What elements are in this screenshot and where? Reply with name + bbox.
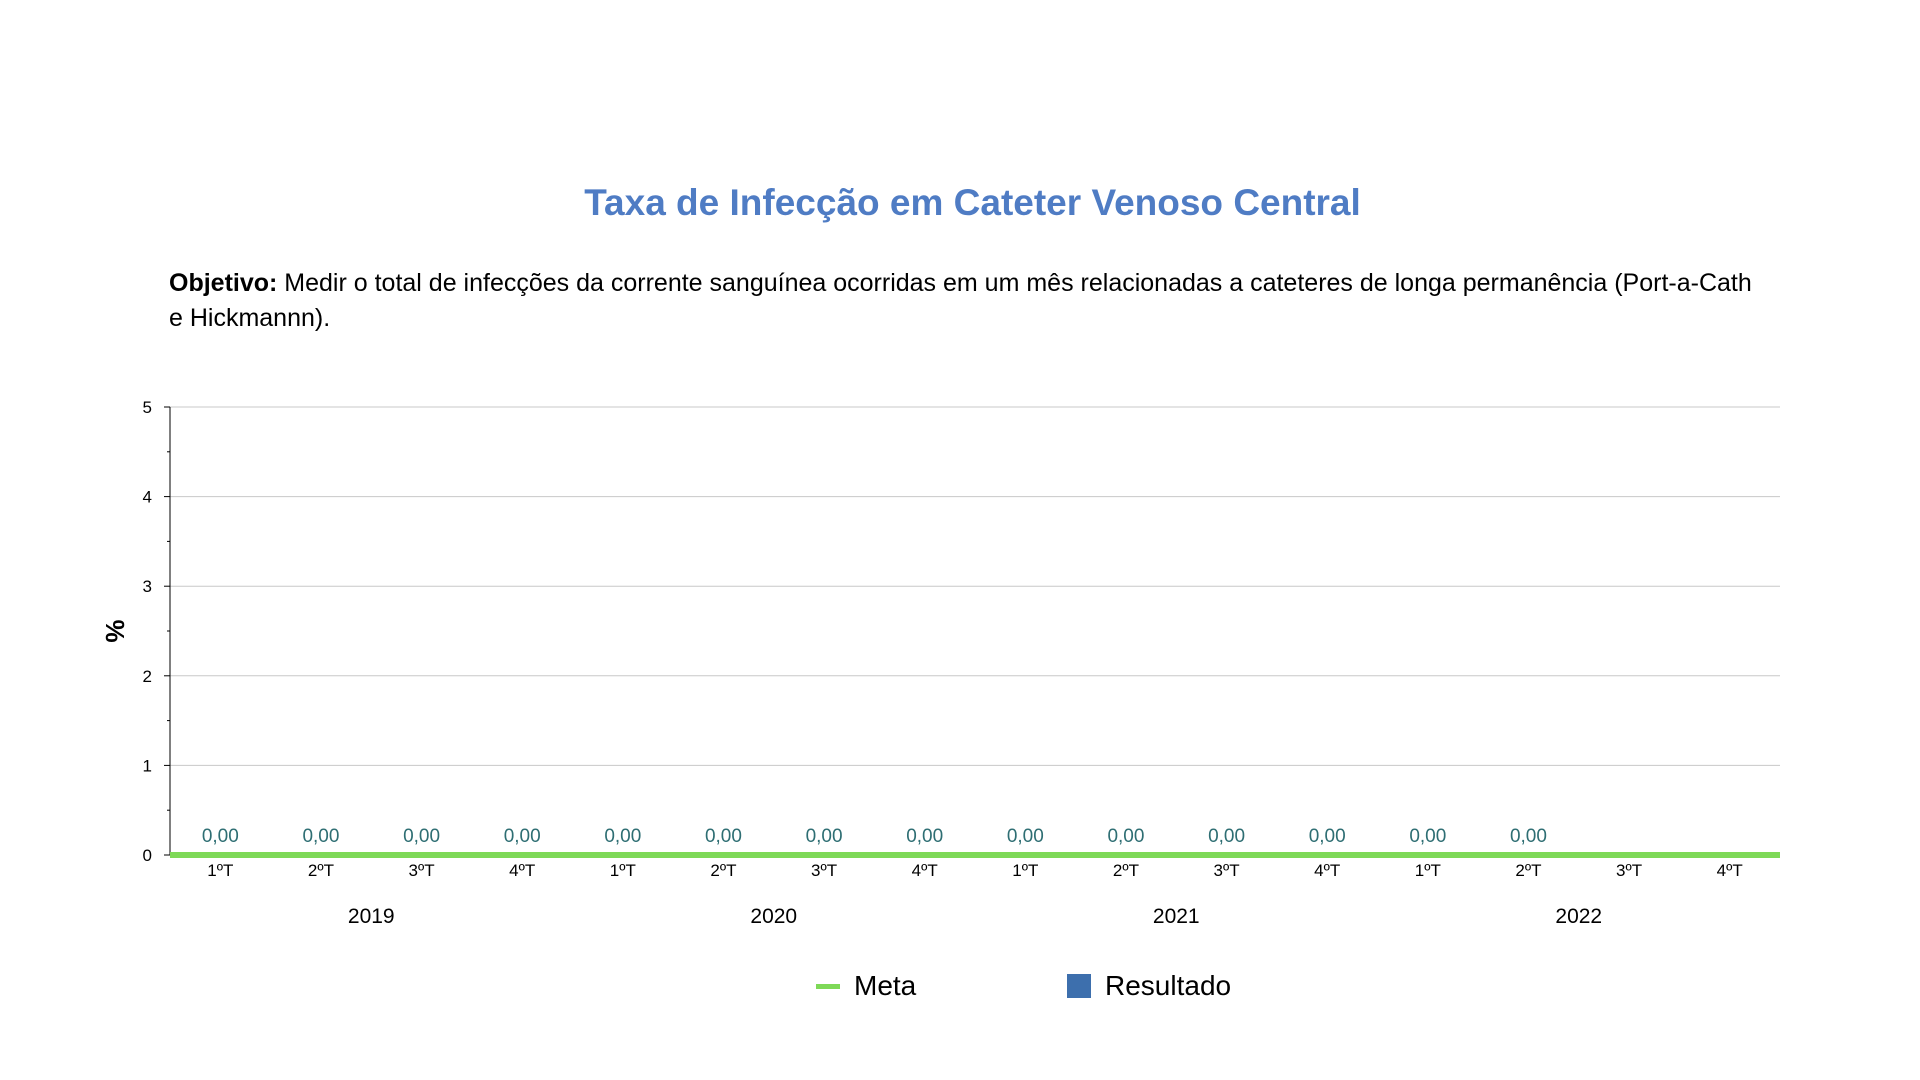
data-label: 0,00 [1409, 826, 1446, 847]
data-label: 0,00 [403, 826, 440, 847]
data-label: 0,00 [604, 826, 641, 847]
y-tick-label: 0 [143, 846, 152, 865]
data-label: 0,00 [1107, 826, 1144, 847]
x-group-label: 2019 [348, 905, 395, 928]
data-label: 0,00 [1309, 826, 1346, 847]
y-tick-label: 5 [143, 398, 152, 417]
x-tick-label: 3ºT [1214, 861, 1240, 880]
x-tick-label: 1ºT [1012, 861, 1038, 880]
data-label: 0,00 [1007, 826, 1044, 847]
x-tick-label: 3ºT [1616, 861, 1642, 880]
y-tick-label: 4 [143, 488, 152, 507]
data-label: 0,00 [302, 826, 339, 847]
x-tick-label: 3ºT [811, 861, 837, 880]
objective-label: Objetivo: [169, 269, 278, 297]
legend-resultado-label: Resultado [1105, 970, 1232, 1001]
chart-legend: Meta Resultado [0, 970, 1920, 1010]
x-group-label: 2022 [1555, 905, 1602, 928]
data-label: 0,00 [806, 826, 843, 847]
x-tick-label: 4ºT [1717, 861, 1743, 880]
legend-meta-label: Meta [854, 970, 917, 1001]
x-group-label: 2021 [1153, 905, 1200, 928]
data-label: 0,00 [504, 826, 541, 847]
chart-title: Taxa de Infecção em Cateter Venoso Centr… [584, 182, 1361, 223]
x-tick-label: 4ºT [1314, 861, 1340, 880]
y-tick-label: 2 [143, 667, 152, 686]
x-tick-label: 2ºT [710, 861, 736, 880]
objective-text: Objetivo: Medir o total de infecções da … [169, 266, 1769, 336]
objective-description: Medir o total de infecções da corrente s… [169, 269, 1752, 332]
x-tick-label: 1ºT [610, 861, 636, 880]
resultado-swatch [1067, 974, 1091, 998]
x-tick-label: 2ºT [308, 861, 334, 880]
y-axis-label: % [100, 619, 130, 642]
legend-item-resultado: Resultado [1067, 970, 1231, 1002]
x-tick-label: 2ºT [1113, 861, 1139, 880]
x-tick-label: 2ºT [1515, 861, 1541, 880]
x-tick-label: 1ºT [207, 861, 233, 880]
x-tick-label: 3ºT [409, 861, 435, 880]
data-label: 0,00 [1208, 826, 1245, 847]
meta-swatch [816, 983, 840, 989]
data-label: 0,00 [705, 826, 742, 847]
data-label: 0,00 [1510, 826, 1547, 847]
y-tick-label: 3 [143, 577, 152, 596]
legend-item-meta: Meta [816, 970, 916, 1002]
y-tick-label: 1 [143, 756, 152, 775]
x-tick-label: 4ºT [509, 861, 535, 880]
data-label: 0,00 [202, 826, 239, 847]
x-tick-label: 4ºT [912, 861, 938, 880]
x-group-label: 2020 [750, 905, 797, 928]
x-tick-label: 1ºT [1415, 861, 1441, 880]
data-label: 0,00 [906, 826, 943, 847]
